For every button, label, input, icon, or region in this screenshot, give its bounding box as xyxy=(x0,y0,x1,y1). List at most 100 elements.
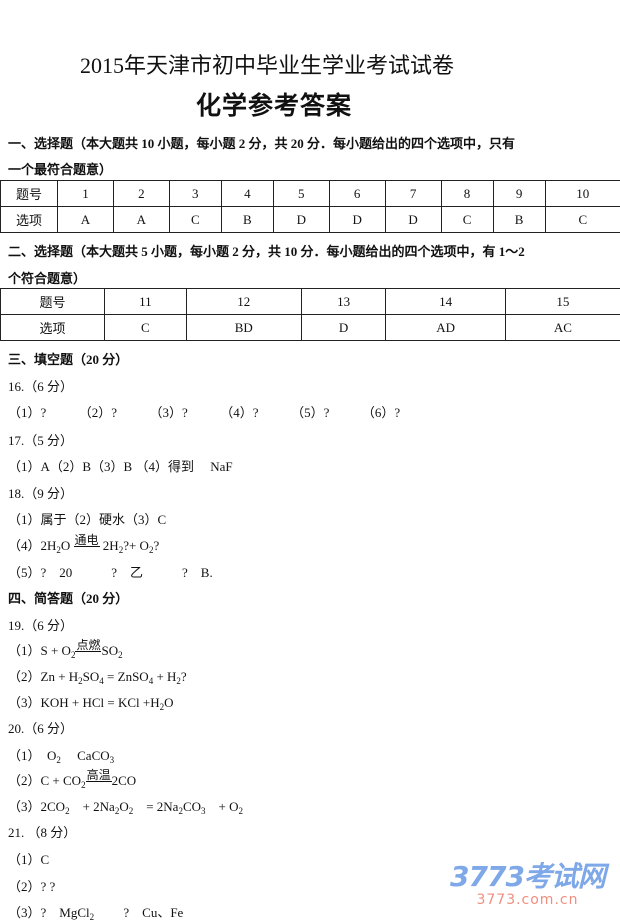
text: O xyxy=(164,695,173,710)
question-number: 14 xyxy=(386,289,505,315)
question-heading: 20.（6 分） xyxy=(8,718,73,737)
text: （2）C + CO xyxy=(8,773,81,788)
text: ? Cu、Fe xyxy=(94,905,183,920)
question-number: 3 xyxy=(169,181,221,207)
question-number: 1 xyxy=(58,181,114,207)
question-number: 9 xyxy=(493,181,545,207)
text: （1）? （2）? （3）? （4）? （5）? （6）? xyxy=(8,405,400,420)
text: 16.（6 分） xyxy=(8,379,73,394)
section2-heading-cont: 个符合题意） xyxy=(8,268,86,287)
answer-line: （1）S + O2点燃SO2 xyxy=(8,640,123,660)
text: CaCO xyxy=(61,748,110,763)
text: 2CO xyxy=(112,773,137,788)
text: O xyxy=(119,799,128,814)
question-heading: 16.（6 分） xyxy=(8,376,73,395)
reaction-condition: 通电 xyxy=(74,535,100,547)
text: SO xyxy=(83,669,100,684)
answer-table-1: 题号 1 2 3 4 5 6 7 8 9 10 选项 A A C B D D D… xyxy=(0,180,620,233)
question-number: 2 xyxy=(113,181,169,207)
answer-cell: D xyxy=(385,207,441,233)
answer-cell: BD xyxy=(186,315,301,341)
answer-line: （3）? MgCl2 ? Cu、Fe xyxy=(8,902,183,922)
question-number: 6 xyxy=(329,181,385,207)
answer-line: （3）KOH + HCl = KCl +H2O xyxy=(8,692,174,712)
answer-cell: A xyxy=(58,207,114,233)
answer-line: （4）2H2O 通电 2H2?+ O2? xyxy=(8,535,159,555)
text: 19.（6 分） xyxy=(8,618,73,633)
text: ? xyxy=(153,538,159,553)
question-number: 11 xyxy=(105,289,187,315)
section1-heading-cont: 一个最符合题意） xyxy=(8,159,112,178)
text: （3）? MgCl xyxy=(8,905,90,920)
section4-heading: 四、简答题（20 分） xyxy=(8,588,128,607)
text: + 2Na xyxy=(70,799,115,814)
answer-cell: C xyxy=(441,207,493,233)
logo-url: 3773.com.cn xyxy=(450,892,605,908)
text: O xyxy=(61,538,74,553)
text: 20.（6 分） xyxy=(8,721,73,736)
text: ?+ O xyxy=(123,538,149,553)
text: CO xyxy=(183,799,201,814)
answer-line: （1）? （2）? （3）? （4）? （5）? （6）? xyxy=(8,402,400,421)
reaction-condition: 点燃 xyxy=(75,640,101,652)
section3-heading: 三、填空题（20 分） xyxy=(8,349,128,368)
answer-cell: D xyxy=(301,315,386,341)
text: 18.（9 分） xyxy=(8,486,73,501)
question-number: 15 xyxy=(505,289,620,315)
question-heading: 21. （8 分） xyxy=(8,822,76,841)
question-number: 13 xyxy=(301,289,386,315)
text: SO xyxy=(101,643,118,658)
row-label: 选项 xyxy=(1,207,58,233)
question-heading: 18.（9 分） xyxy=(8,483,73,502)
row-label: 选项 xyxy=(1,315,105,341)
question-number: 4 xyxy=(221,181,273,207)
question-number: 10 xyxy=(545,181,620,207)
question-heading: 19.（6 分） xyxy=(8,615,73,634)
subscript: 2 xyxy=(118,650,123,660)
answer-line: （2）? ? xyxy=(8,876,55,895)
text: 2H xyxy=(100,538,119,553)
answer-cell: C xyxy=(169,207,221,233)
text: = 2Na xyxy=(133,799,178,814)
question-number: 12 xyxy=(186,289,301,315)
document-subtitle: 化学参考答案 xyxy=(196,86,352,122)
row-label: 题号 xyxy=(1,181,58,207)
question-number: 8 xyxy=(441,181,493,207)
text: （2）? ? xyxy=(8,879,55,894)
answer-line: （2）Zn + H2SO4 = ZnSO4 + H2? xyxy=(8,666,187,686)
text: + H xyxy=(153,669,176,684)
answer-cell: B xyxy=(493,207,545,233)
text: （1）C xyxy=(8,852,49,867)
section1-heading: 一、选择题（本大题共 10 小题，每小题 2 分，共 20 分．每小题给出的四个… xyxy=(8,133,515,152)
answer-cell: AD xyxy=(386,315,505,341)
site-logo: 3773考试网 3773.com.cn xyxy=(450,862,605,908)
question-number: 5 xyxy=(273,181,329,207)
text: （1）A（2）B（3）B （4）得到 NaF xyxy=(8,459,233,474)
text: = ZnSO xyxy=(104,669,149,684)
text: （1）属于（2）硬水（3）C xyxy=(8,512,166,527)
answer-line: （1） O2 CaCO3 xyxy=(8,745,114,765)
answer-line: （1）C xyxy=(8,849,49,868)
text: （3）KOH + HCl = KCl +H xyxy=(8,695,160,710)
answer-cell: AC xyxy=(505,315,620,341)
question-heading: 17.（5 分） xyxy=(8,430,73,449)
answer-line: （5）? 20 ? 乙 ? B. xyxy=(8,562,213,581)
text: + O xyxy=(206,799,239,814)
subscript: 2 xyxy=(239,806,244,816)
row-label: 题号 xyxy=(1,289,105,315)
logo-brand: 3773考试网 xyxy=(450,862,605,892)
table-row-answers: 选项 C BD D AD AC xyxy=(1,315,620,341)
answer-cell: C xyxy=(105,315,187,341)
answer-table-2: 题号 11 12 13 14 15 选项 C BD D AD AC xyxy=(0,288,620,341)
answer-line: （2）C + CO2高温2CO xyxy=(8,770,136,790)
section2-heading: 二、选择题（本大题共 5 小题，每小题 2 分，共 10 分．每小题给出的四个选… xyxy=(8,241,525,260)
answer-cell: D xyxy=(329,207,385,233)
question-number: 7 xyxy=(385,181,441,207)
text: （2）Zn + H xyxy=(8,669,78,684)
subscript: 3 xyxy=(110,755,115,765)
answer-line: （3）2CO2 + 2Na2O2 = 2Na2CO3 + O2 xyxy=(8,796,243,816)
reaction-condition: 高温 xyxy=(86,770,112,782)
table-row-answers: 选项 A A C B D D D C B C xyxy=(1,207,620,233)
text: （4）2H xyxy=(8,538,56,553)
answer-line: （1）A（2）B（3）B （4）得到 NaF xyxy=(8,456,233,475)
